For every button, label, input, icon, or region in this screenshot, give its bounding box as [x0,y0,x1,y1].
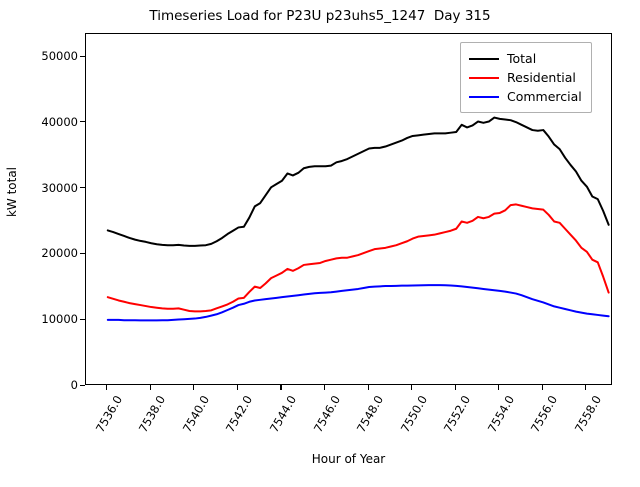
x-tick-mark [149,385,151,390]
y-tick-label: 0 [70,378,78,392]
x-tick-mark [498,385,500,390]
line-series-commercial [106,284,610,322]
y-tick-mark [80,252,85,254]
x-tick-mark [454,385,456,390]
plot-lines [106,116,610,322]
legend-item-commercial: Commercial [469,87,582,106]
x-tick-mark [324,385,326,390]
x-tick-mark [411,385,413,390]
legend-label-commercial: Commercial [507,89,582,104]
x-axis-title: Hour of Year [311,452,386,466]
x-tick-mark [106,385,108,390]
legend-label-total: Total [507,51,537,66]
y-tick-label: 20000 [41,246,78,261]
legend-item-residential: Residential [469,68,582,87]
x-tick-mark [280,385,282,390]
line-series-residential [106,203,610,313]
x-tick-mark [541,385,543,390]
x-tick-mark [193,385,195,390]
x-tick-mark [367,385,369,390]
line-series-total [106,116,610,247]
legend-label-residential: Residential [507,70,576,85]
y-tick-label: 30000 [41,180,78,195]
y-tick-mark [80,318,85,320]
legend-swatch-total [469,57,499,60]
y-tick-label: 10000 [41,312,78,327]
y-tick-mark [80,55,85,57]
y-tick-mark [80,187,85,189]
chart-legend: Total Residential Commercial [460,42,592,113]
legend-item-total: Total [469,49,582,68]
y-tick-mark [80,384,85,386]
y-axis-tick-labels: 0 10000 20000 30000 40000 50000 [0,0,78,480]
chart-title: Timeseries Load for P23U p23uhs5_1247 Da… [149,8,491,24]
x-tick-mark [236,385,239,390]
x-tick-mark [585,385,587,390]
y-tick-mark [80,121,85,123]
y-tick-label: 40000 [41,114,78,129]
legend-swatch-commercial [469,95,499,98]
y-tick-label: 50000 [41,49,78,64]
plot-area [85,33,612,385]
legend-swatch-residential [469,76,499,79]
